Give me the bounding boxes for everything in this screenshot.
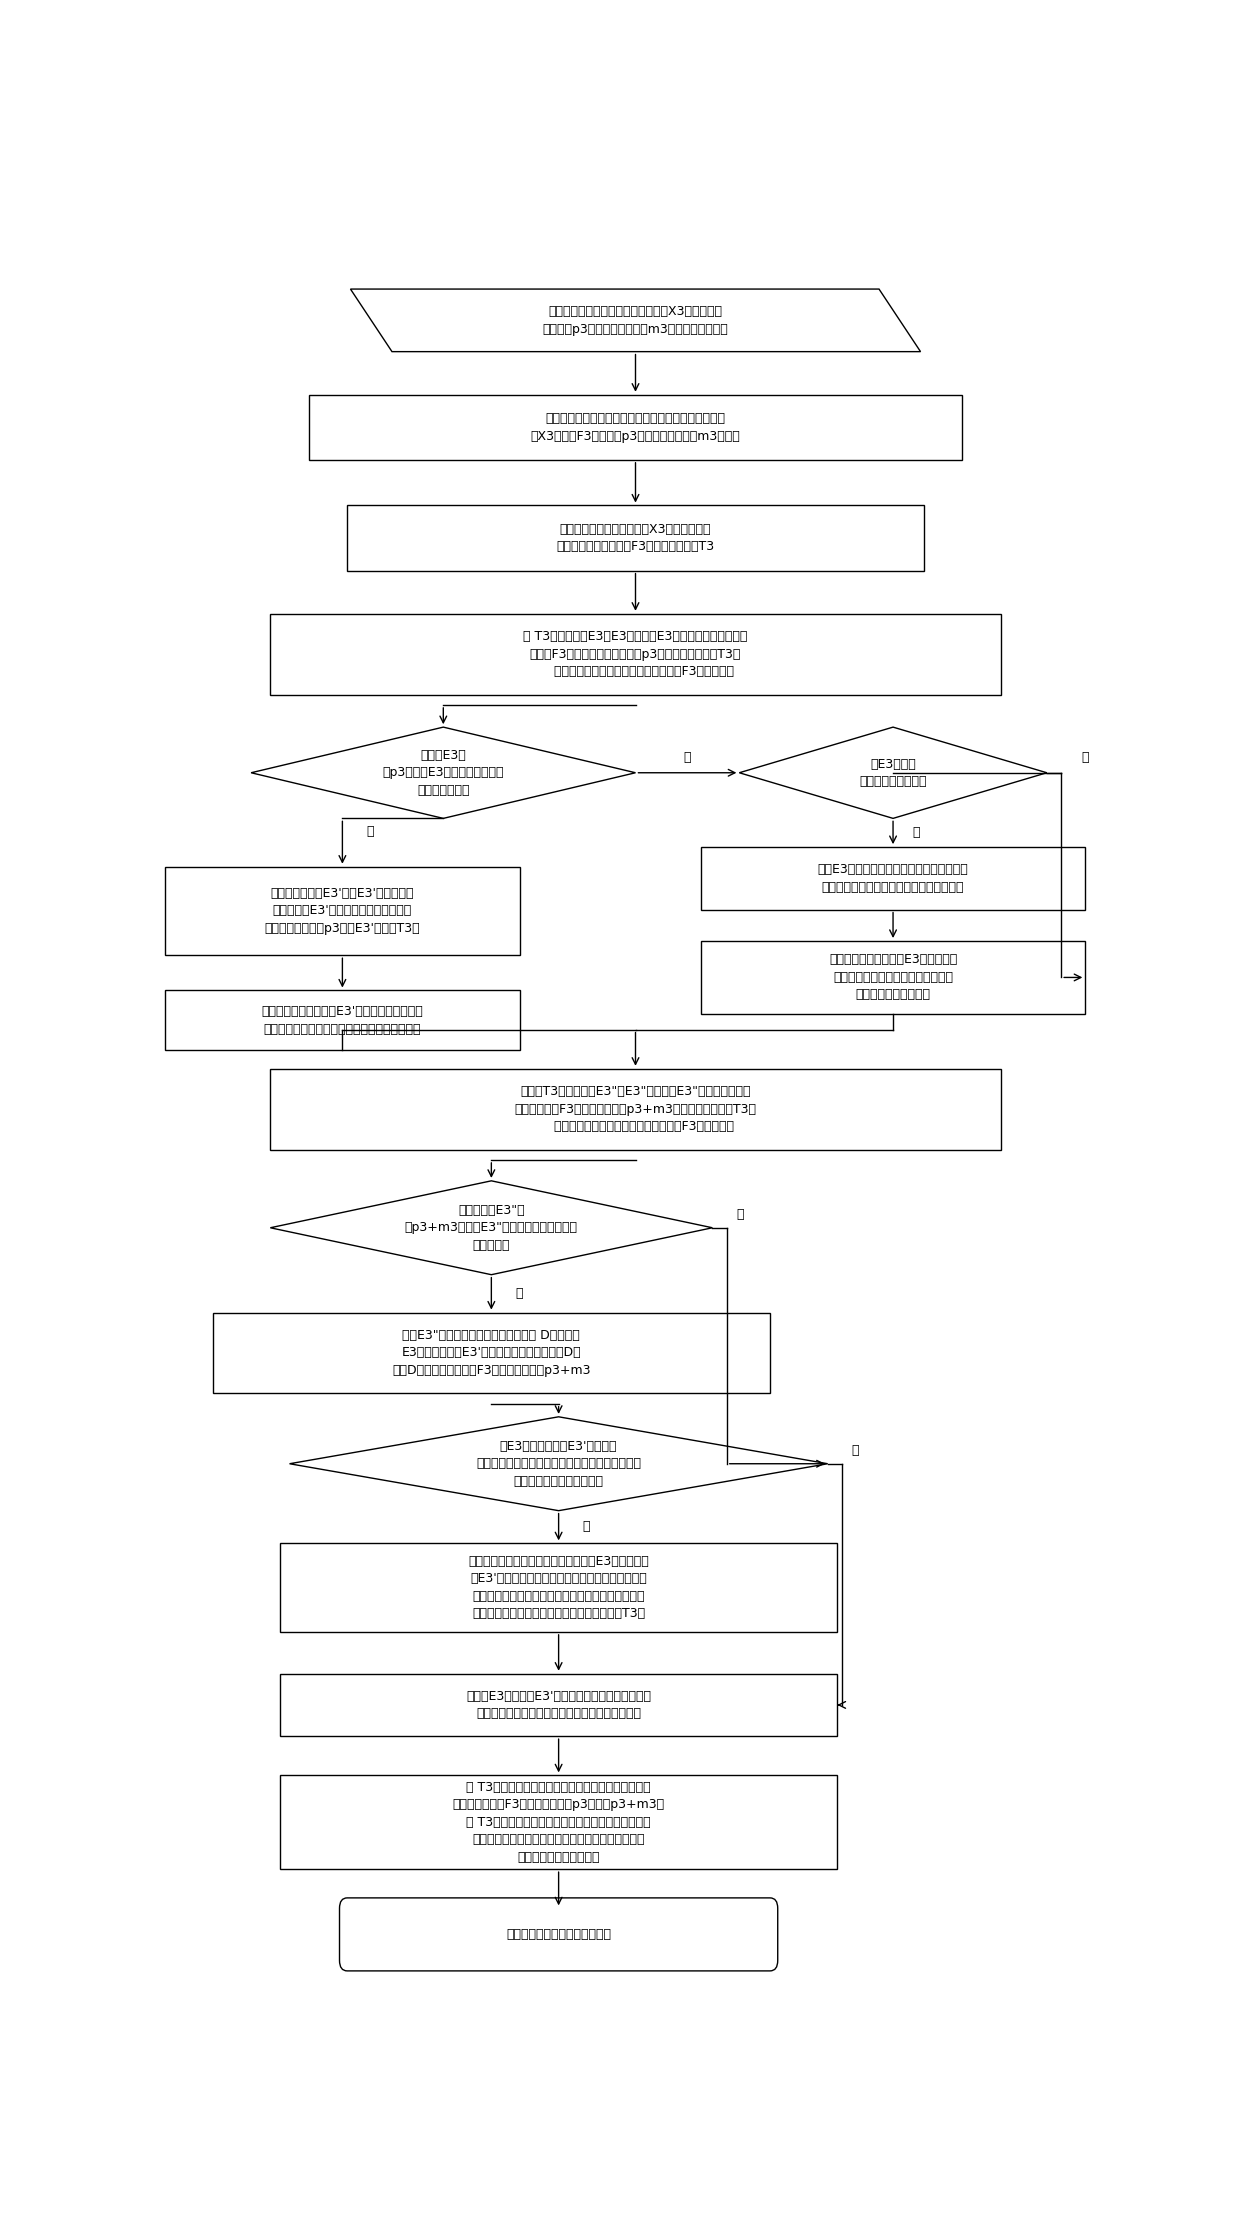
- Bar: [347, 505, 924, 570]
- Bar: [270, 615, 1001, 695]
- Text: 用户态文件系统驱动模块通知缓存管理模块对文件标识
为X3的文件F3从偏移量p3处开始写入长度为m3的数据: 用户态文件系统驱动模块通知缓存管理模块对文件标识 为X3的文件F3从偏移量p3处…: [531, 411, 740, 443]
- Polygon shape: [289, 1417, 828, 1511]
- Bar: [213, 1312, 770, 1392]
- Text: 将待写入数据写入到与E3'相对应的数据块内，
并将该数据块插入到全局活跃数据块链表的表头: 将待写入数据写入到与E3'相对应的数据块内， 并将该数据块插入到全局活跃数据块链…: [262, 1006, 423, 1035]
- Polygon shape: [270, 1180, 712, 1274]
- Text: 检索到元素E3"，
且p3+m3处于与E3"相对应的数据块的覆盖
区域之内？: 检索到元素E3"， 且p3+m3处于与E3"相对应的数据块的覆盖 区域之内？: [404, 1205, 578, 1252]
- Text: 检索到E3，
且p3处于与E3相对应的数据块的
覆盖区域之内？: 检索到E3， 且p3处于与E3相对应的数据块的 覆盖区域之内？: [383, 749, 503, 796]
- Bar: [280, 1542, 837, 1632]
- Polygon shape: [351, 288, 920, 351]
- Text: 将待写入数据写入到与E3相对应的数
据块中，覆盖该数据块尾部与待写入
数据区域相重叠的部分: 将待写入数据写入到与E3相对应的数 据块中，覆盖该数据块尾部与待写入 数据区域相…: [828, 954, 957, 1001]
- Bar: [280, 1674, 837, 1737]
- FancyBboxPatch shape: [340, 1898, 777, 1971]
- Polygon shape: [739, 726, 1047, 818]
- Text: 操作命令中给出被写文件的文件标识X3、写入位置
的偏移量p3、待写入数据大小m3和待写入数据内容: 操作命令中给出被写文件的文件标识X3、写入位置 的偏移量p3、待写入数据大小m3…: [543, 306, 728, 335]
- Bar: [165, 867, 521, 954]
- Text: 是: 是: [516, 1287, 523, 1301]
- Text: 从 T3中检索元素E3，E3满足：与E3相对应的数据块的起始
位置在F3中的偏移量小于或等于p3、且大于或等于与T3中
    其他元素相对应的数据块的起始位置: 从 T3中检索元素E3，E3满足：与E3相对应的数据块的起始 位置在F3中的偏移…: [523, 630, 748, 677]
- Text: 从全局缓存索引中检索键为X3的记录，从检
索到的记录中取出文件F3的数据块索引树T3: 从全局缓存索引中检索键为X3的记录，从检 索到的记录中取出文件F3的数据块索引树…: [557, 523, 714, 554]
- Text: 用文件系统使用的数据块切分算法对与E3相对应的或
与E3'相对应的数据块进行切分，将新生成的数据块
依次插入到全局活跃数据块链表的表头，为每个新生
成的数据块创: 用文件系统使用的数据块切分算法对与E3相对应的或 与E3'相对应的数据块进行切分…: [469, 1556, 649, 1620]
- Text: 将与E3相对应的数据块加载到全局活跃数据
块链表的表头，使该数据块成为活跃数据块: 将与E3相对应的数据块加载到全局活跃数据 块链表的表头，使该数据块成为活跃数据块: [817, 863, 968, 894]
- Bar: [701, 847, 1085, 910]
- Text: 通知文件系统继续执行操作命令: 通知文件系统继续执行操作命令: [506, 1929, 611, 1940]
- Text: 从 T3中检索元素，该元素满足：与该元素对应的数据
块的起始位置在F3中的偏移量大于p3且小于p3+m3，
从 T3中删除检索到的元素，从全局活跃数据块链表中
: 从 T3中检索元素，该元素满足：与该元素对应的数据 块的起始位置在F3中的偏移量…: [453, 1781, 665, 1864]
- Text: 与E3相对应的或与E3'相对应的
数据块的大小超过文件系统使用的数据块切分算法
要求的数据块大小的最大值: 与E3相对应的或与E3'相对应的 数据块的大小超过文件系统使用的数据块切分算法 …: [476, 1439, 641, 1489]
- Text: 是: 是: [583, 1520, 590, 1533]
- Bar: [701, 941, 1085, 1015]
- Text: 与E3相对应
的数据块为活跃块？: 与E3相对应 的数据块为活跃块？: [859, 758, 926, 789]
- Text: 否: 否: [737, 1209, 744, 1220]
- Text: 否: 否: [852, 1444, 859, 1457]
- Text: 生成一个新元素E3'及与E3'相对应的数
据块，将与E3'相对应的数据块的起始位
置的偏移量初始化p3，将E3'插入到T3中: 生成一个新元素E3'及与E3'相对应的数 据块，将与E3'相对应的数据块的起始位…: [264, 887, 420, 934]
- Text: 修改与E3相对应与E3'相对应的数据块的最新访问时
间，将该数据块移动到全局活跃数据块链表的表头: 修改与E3相对应与E3'相对应的数据块的最新访问时 间，将该数据块移动到全局活跃…: [466, 1690, 651, 1721]
- Text: 将与E3"相对应的数据块中的尾部数据 D写入到与
E3相对应的或与E3'相对应的数据块的末尾，D满
足：D的起始位置在文件F3中的偏移量等于p3+m3: 将与E3"相对应的数据块中的尾部数据 D写入到与 E3相对应的或与E3'相对应的…: [392, 1330, 590, 1377]
- Text: 是: 是: [683, 751, 691, 764]
- Bar: [165, 990, 521, 1050]
- Bar: [309, 396, 962, 460]
- Text: 否: 否: [913, 827, 920, 838]
- Polygon shape: [250, 726, 635, 818]
- Bar: [270, 1068, 1001, 1149]
- Bar: [280, 1775, 837, 1868]
- Text: 是: 是: [1081, 751, 1089, 764]
- Text: 否: 否: [367, 825, 374, 838]
- Text: 索引树T3中检索元素E3"，E3"满足：与E3"相对应的数据块
的起始位置在F3中的偏移量小于p3+m3、且大于或等于与T3中
    其他元素相对应的数据块的: 索引树T3中检索元素E3"，E3"满足：与E3"相对应的数据块 的起始位置在F3…: [515, 1086, 756, 1133]
